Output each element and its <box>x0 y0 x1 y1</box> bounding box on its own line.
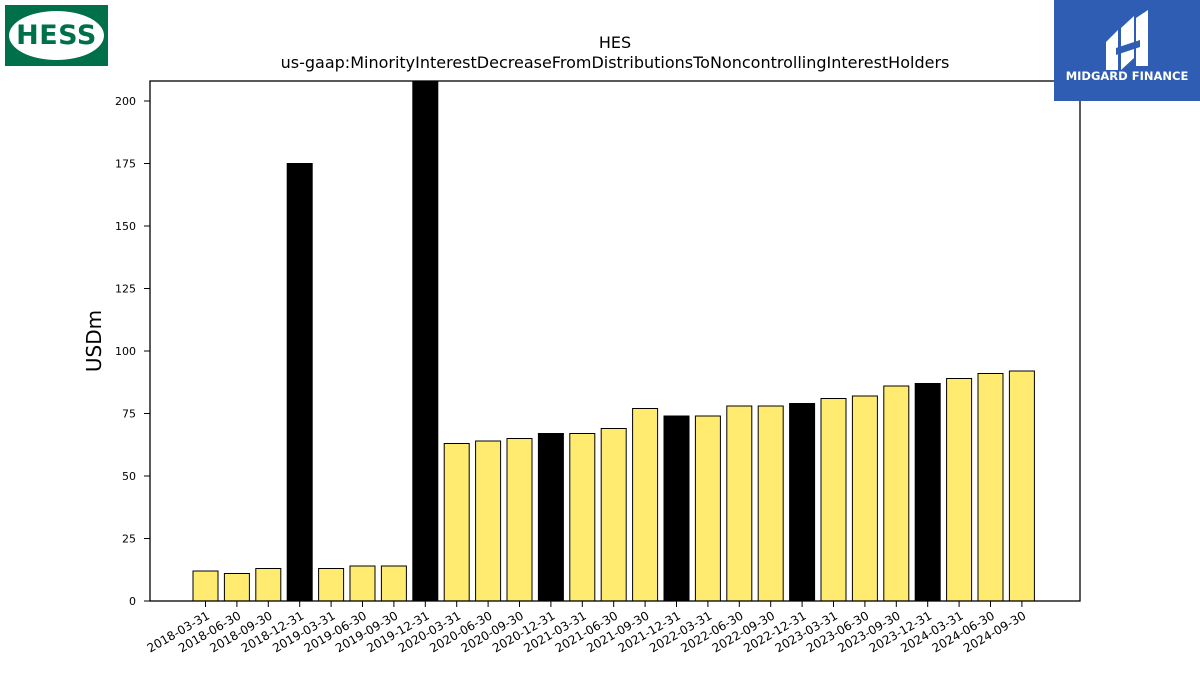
hess-logo-text: HESS <box>16 20 97 51</box>
y-tick-label: 25 <box>122 533 136 546</box>
bar-2021-03-31 <box>569 433 596 602</box>
x-axis-ticks: 2018-03-312018-06-302018-09-302018-12-31… <box>145 601 1028 655</box>
hess-logo-ellipse <box>9 11 104 60</box>
y-tick-label: 75 <box>122 408 136 421</box>
bar-2020-03-31 <box>443 443 470 602</box>
bar-2018-03-31 <box>192 570 219 602</box>
bar-2023-06-30 <box>851 395 878 602</box>
plot-frame <box>149 80 1081 602</box>
y-axis-ticks: 0 25 50 75 100 125 150 175 200 <box>115 95 150 608</box>
chart-subtitle: us-gaap:MinorityInterestDecreaseFromDist… <box>281 53 950 72</box>
bar-2019-12-31 <box>412 80 439 602</box>
bar-2019-09-30 <box>380 565 407 602</box>
bar-2024-03-31 <box>946 378 973 602</box>
bar-2020-12-31 <box>537 433 564 602</box>
bar-2021-09-30 <box>632 408 659 602</box>
bar-2018-09-30 <box>255 568 282 602</box>
bars-group <box>192 80 1035 602</box>
midgard-finance-logo: MIDGARD FINANCE <box>1054 0 1200 101</box>
bar-2021-06-30 <box>600 428 627 602</box>
bar-2021-12-31 <box>663 415 690 602</box>
y-tick-label: 50 <box>122 470 136 483</box>
y-tick-label: 150 <box>115 220 136 233</box>
bar-2023-09-30 <box>883 385 910 602</box>
bar-2024-06-30 <box>977 373 1004 602</box>
y-tick-label: 100 <box>115 345 136 358</box>
bar-2023-12-31 <box>914 383 941 602</box>
bar-2022-12-31 <box>789 403 816 602</box>
chart-title: HES <box>599 33 631 52</box>
y-tick-label: 125 <box>115 283 136 296</box>
bar-2018-06-30 <box>223 573 250 602</box>
bar-2022-06-30 <box>726 405 753 602</box>
y-axis-label: USDm <box>82 310 106 372</box>
hess-logo: HESS <box>5 5 108 66</box>
bar-2022-09-30 <box>757 405 784 602</box>
midgard-mark-icon <box>1106 10 1148 70</box>
bar-2020-09-30 <box>506 438 533 602</box>
y-tick-label: 0 <box>129 595 136 608</box>
y-tick-label: 175 <box>115 158 136 171</box>
bar-2020-06-30 <box>475 440 502 602</box>
y-tick-label: 200 <box>115 95 136 108</box>
midgard-logo-text: MIDGARD FINANCE <box>1065 69 1189 83</box>
bar-2018-12-31 <box>286 163 313 602</box>
bar-2022-03-31 <box>694 415 721 602</box>
bar-2024-09-30 <box>1008 370 1035 602</box>
bar-2019-03-31 <box>318 568 345 602</box>
bar-2019-06-30 <box>349 565 376 602</box>
bar-2023-03-31 <box>820 398 847 602</box>
